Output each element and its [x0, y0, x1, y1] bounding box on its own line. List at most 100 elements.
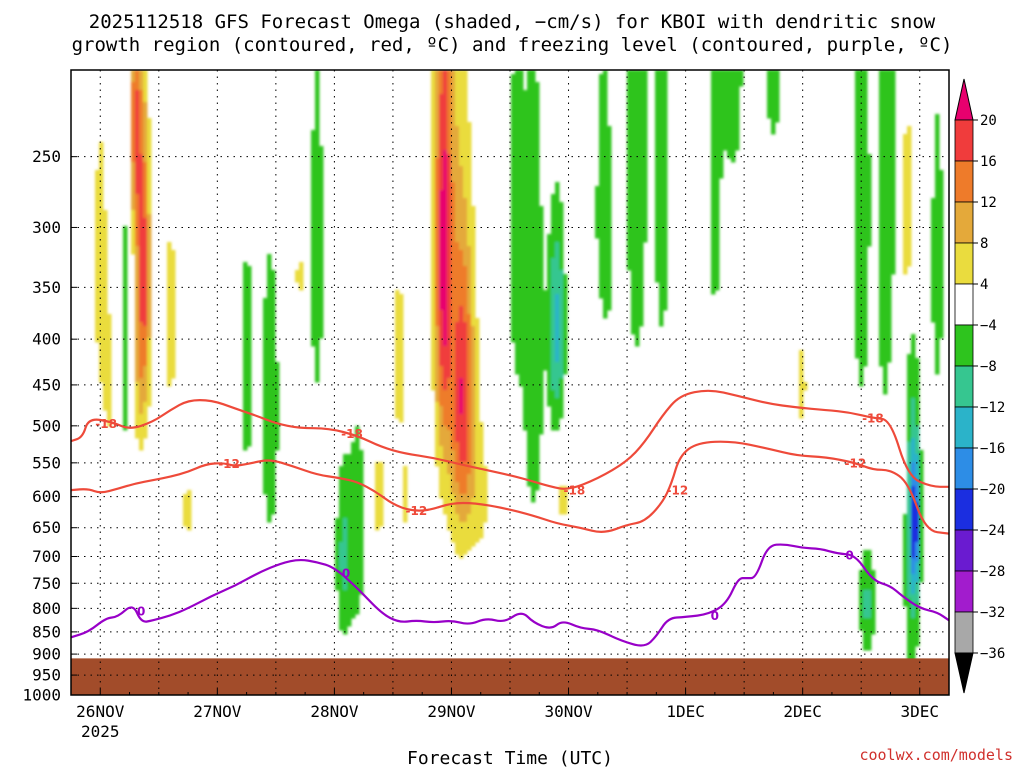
omega-cell	[107, 366, 112, 371]
omega-cell	[915, 382, 920, 387]
omega-cell	[631, 130, 636, 135]
omega-cell	[103, 402, 108, 407]
omega-cell	[887, 118, 892, 123]
omega-cell	[123, 402, 128, 407]
omega-cell	[903, 266, 908, 271]
omega-cell	[439, 202, 444, 207]
omega-cell	[455, 142, 460, 147]
omega-cell	[315, 290, 320, 295]
omega-cell	[271, 318, 276, 323]
omega-cell	[139, 266, 144, 271]
omega-cell	[627, 150, 632, 155]
omega-cell	[863, 358, 868, 363]
omega-cell	[143, 358, 148, 363]
omega-cell	[479, 450, 484, 455]
omega-cell	[663, 150, 668, 155]
omega-cell	[515, 270, 520, 275]
omega-cell	[447, 290, 452, 295]
omega-cell	[431, 74, 436, 79]
omega-cell	[859, 86, 864, 91]
omega-cell	[451, 118, 456, 123]
omega-cell	[907, 126, 912, 131]
omega-cell	[139, 250, 144, 255]
omega-cell	[463, 282, 468, 287]
omega-cell	[431, 182, 436, 187]
omega-cell	[455, 130, 460, 135]
omega-cell	[523, 158, 528, 163]
omega-cell	[711, 274, 716, 279]
omega-cell	[879, 170, 884, 175]
omega-cell	[143, 286, 148, 291]
omega-cell	[663, 182, 668, 187]
omega-cell	[315, 286, 320, 291]
omega-cell	[719, 138, 724, 143]
omega-cell	[135, 390, 140, 395]
omega-cell	[143, 150, 148, 155]
omega-cell	[147, 130, 152, 135]
omega-cell	[935, 366, 940, 371]
omega-cell	[315, 374, 320, 379]
omega-cell	[519, 234, 524, 239]
omega-cell	[271, 346, 276, 351]
omega-cell	[247, 390, 252, 395]
omega-cell	[523, 346, 528, 351]
omega-cell	[559, 258, 564, 263]
omega-cell	[911, 366, 916, 371]
omega-cell	[455, 418, 460, 423]
omega-cell	[627, 206, 632, 211]
omega-cell	[467, 214, 472, 219]
omega-cell	[527, 282, 532, 287]
omega-cell	[131, 238, 136, 243]
omega-cell	[451, 290, 456, 295]
omega-cell	[547, 318, 552, 323]
omega-cell	[939, 318, 944, 323]
omega-cell	[143, 202, 148, 207]
omega-cell	[459, 174, 464, 179]
omega-cell	[535, 370, 540, 375]
omega-cell	[435, 310, 440, 315]
omega-cell	[627, 170, 632, 175]
omega-cell	[399, 382, 404, 387]
omega-cell	[863, 134, 868, 139]
omega-cell	[271, 314, 276, 319]
omega-cell	[431, 270, 436, 275]
omega-cell	[935, 290, 940, 295]
omega-cell	[531, 94, 536, 99]
omega-cell	[439, 390, 444, 395]
omega-cell	[563, 346, 568, 351]
omega-cell	[263, 398, 268, 403]
omega-cell	[879, 162, 884, 167]
omega-cell	[535, 290, 540, 295]
omega-cell	[731, 142, 736, 147]
omega-cell	[135, 130, 140, 135]
omega-cell	[267, 258, 272, 263]
omega-cell	[435, 286, 440, 291]
omega-cell	[863, 118, 868, 123]
omega-cell	[171, 330, 176, 335]
omega-cell	[731, 146, 736, 151]
omega-cell	[455, 342, 460, 347]
omega-cell	[299, 262, 304, 267]
omega-cell	[535, 382, 540, 387]
omega-cell	[467, 366, 472, 371]
omega-cell	[247, 378, 252, 383]
omega-cell	[655, 78, 660, 83]
omega-cell	[131, 206, 136, 211]
omega-cell	[627, 142, 632, 147]
omega-cell	[891, 258, 896, 263]
omega-cell	[471, 346, 476, 351]
omega-cell	[99, 322, 104, 327]
omega-cell	[543, 354, 548, 359]
omega-cell	[603, 270, 608, 275]
omega-cell	[139, 422, 144, 427]
omega-cell	[295, 270, 300, 275]
omega-cell	[911, 346, 916, 351]
omega-cell	[147, 346, 152, 351]
omega-cell	[859, 330, 864, 335]
omega-cell	[463, 110, 468, 115]
omega-cell	[463, 430, 468, 435]
omega-cell	[463, 278, 468, 283]
omega-cell	[439, 422, 444, 427]
omega-cell	[475, 434, 480, 439]
omega-cell	[99, 194, 104, 199]
